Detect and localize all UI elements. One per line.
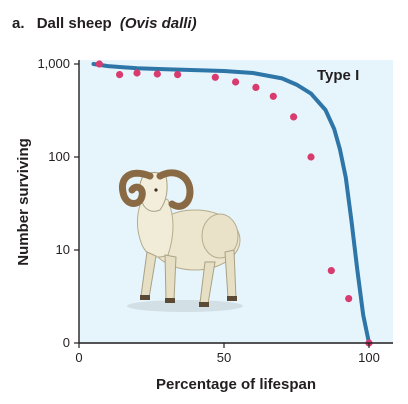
data-point (116, 71, 124, 79)
panel-label: a. (12, 15, 25, 32)
survivorship-curve (91, 62, 371, 345)
dall-sheep-illustration (119, 169, 243, 312)
data-point (252, 83, 260, 91)
data-point (133, 69, 141, 77)
y-tick-label: 10 (56, 242, 70, 257)
title-main: Dall sheep (37, 15, 112, 32)
type-annotation: Type I (317, 67, 359, 84)
data-point (95, 60, 103, 68)
data-point (327, 267, 335, 275)
y-tick-label: 100 (48, 149, 70, 164)
title-italic: (Ovis dalli) (120, 15, 197, 32)
data-point (290, 113, 298, 121)
x-axis-title: Percentage of lifespan (156, 376, 316, 393)
data-point (153, 70, 161, 78)
data-point (307, 153, 315, 161)
x-tick-label: 0 (75, 350, 82, 365)
figure-title: a. Dall sheep (Ovis dalli) (12, 15, 197, 32)
x-tick-label: 50 (217, 350, 231, 365)
y-tick-label: 1,000 (37, 56, 70, 71)
data-point (232, 78, 240, 86)
data-point (174, 71, 182, 79)
y-axis-title: Number surviving (15, 138, 32, 266)
data-point (269, 92, 277, 100)
y-tick-label: 0 (63, 335, 70, 350)
x-tick-label: 100 (358, 350, 380, 365)
data-point (211, 73, 219, 81)
data-point (345, 295, 353, 303)
